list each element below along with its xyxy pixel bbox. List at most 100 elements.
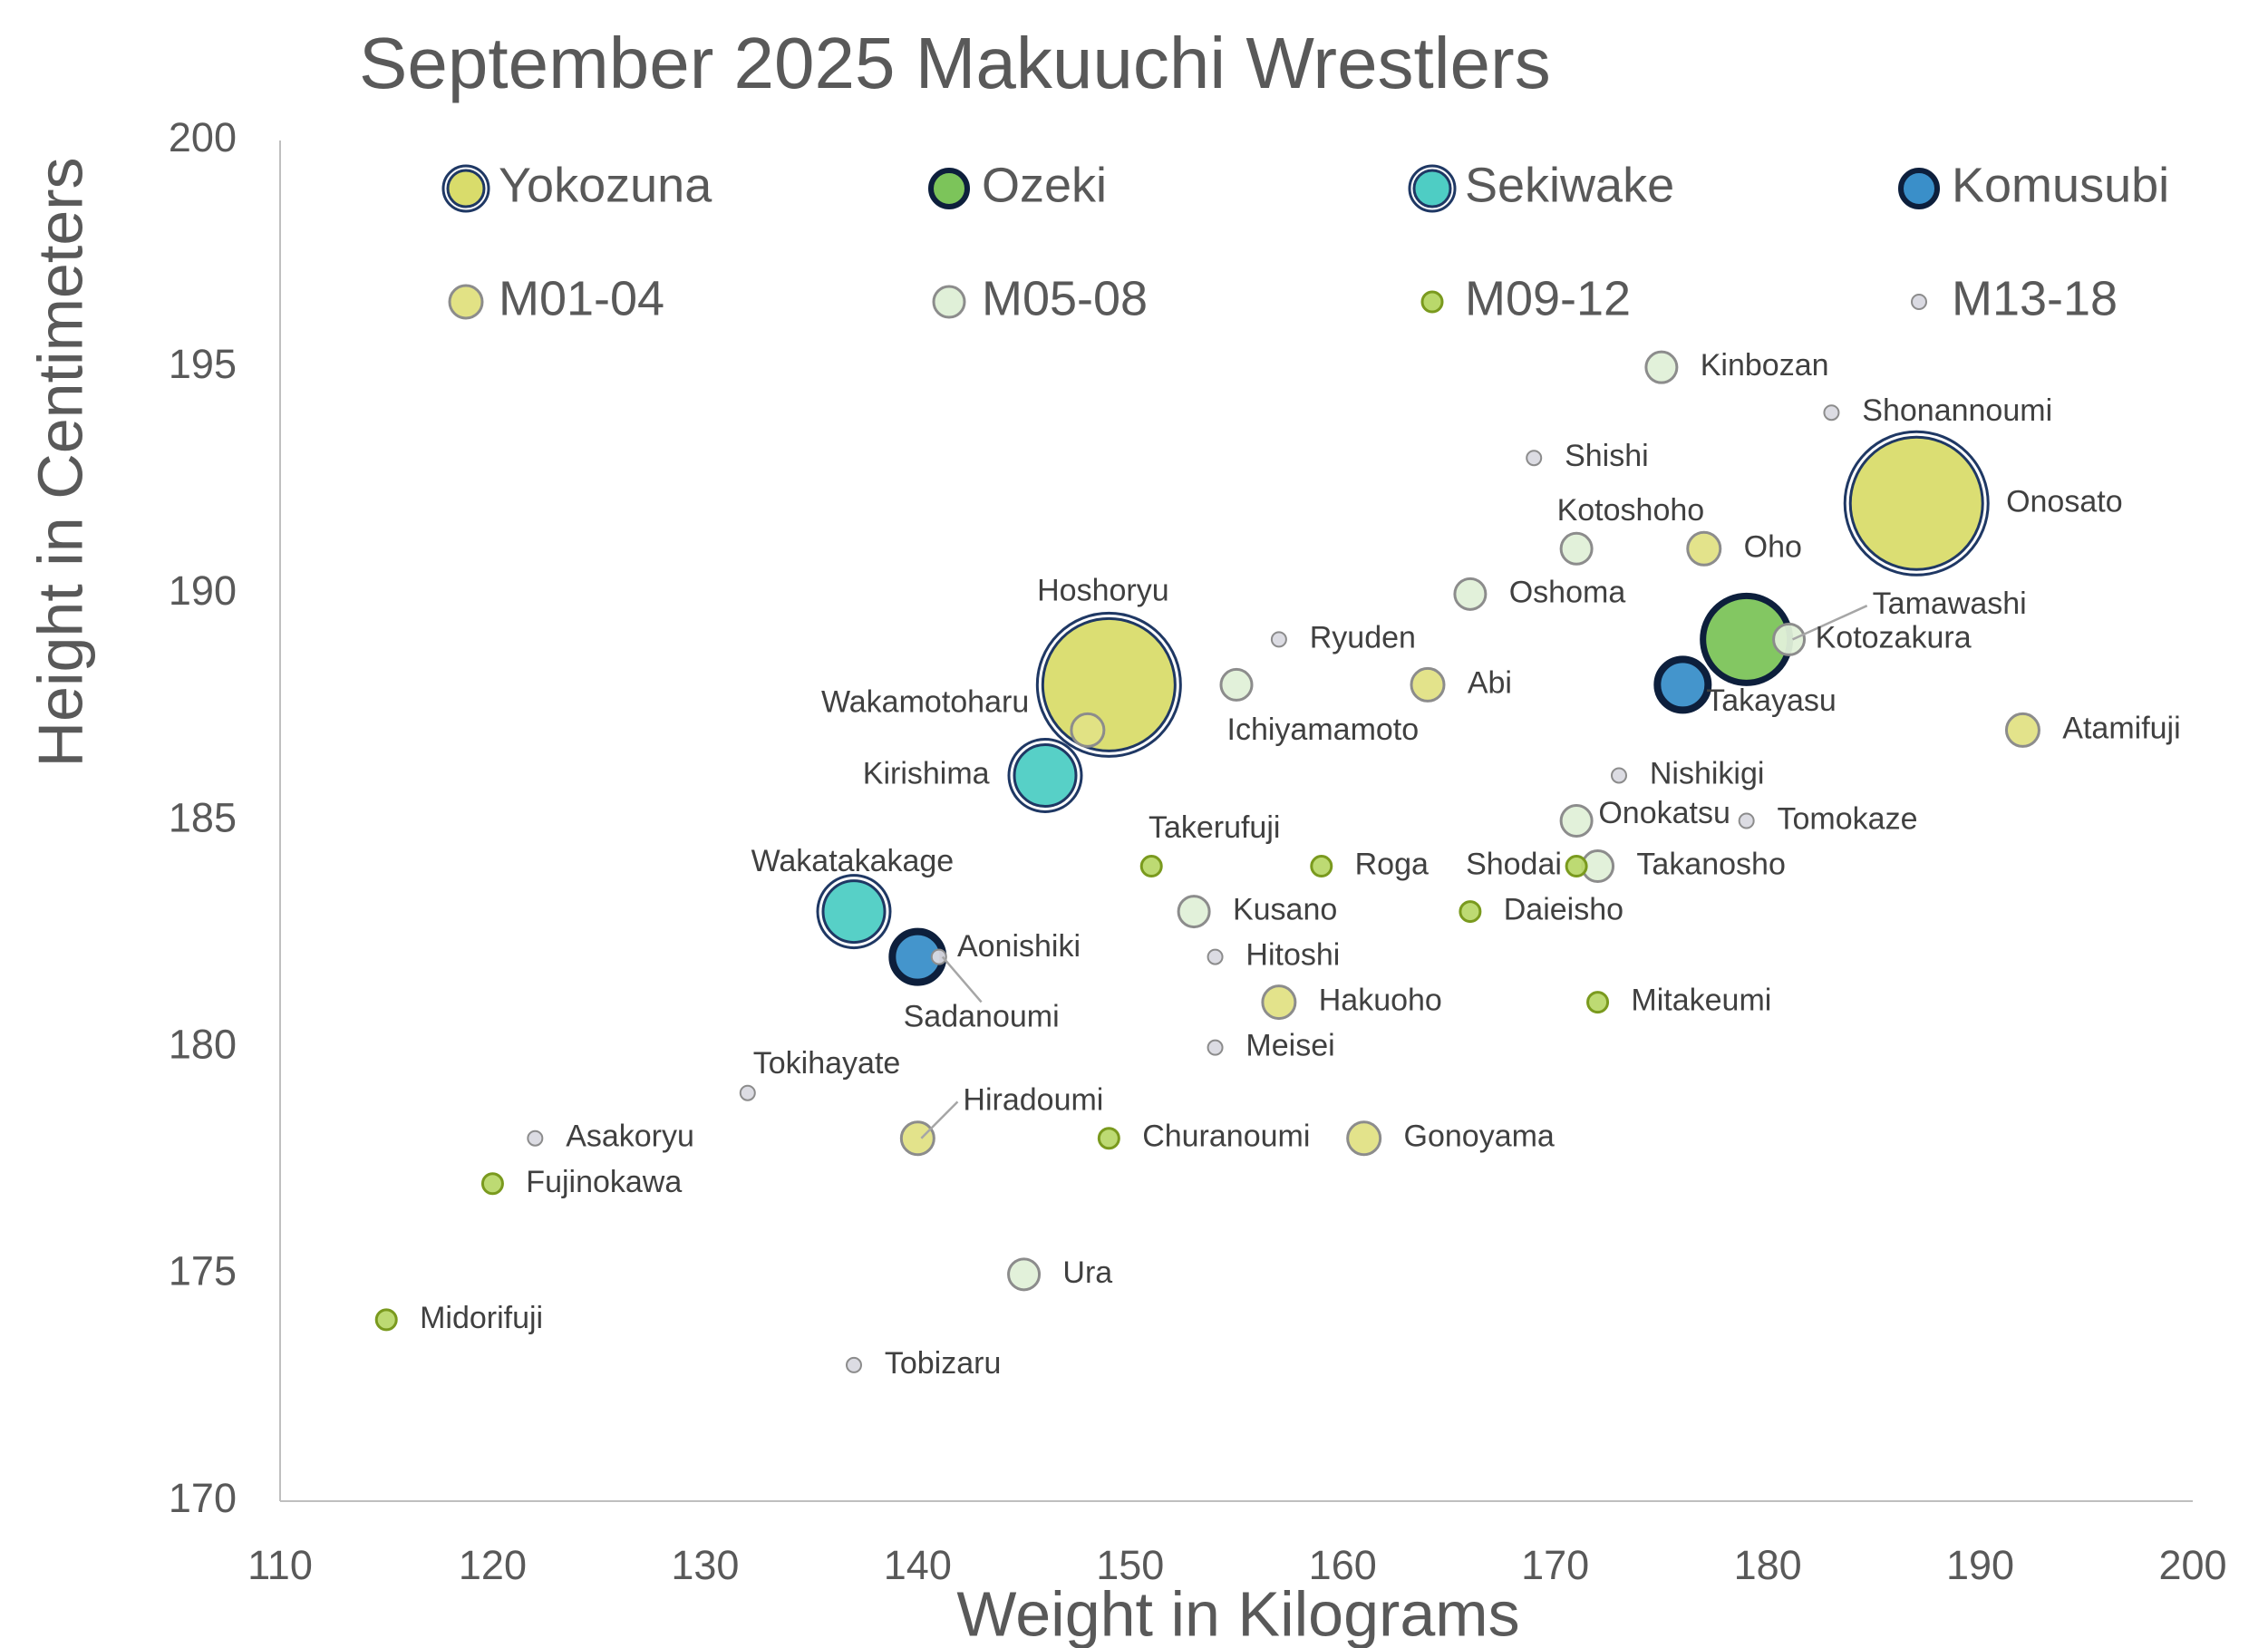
- x-tick-label: 170: [1521, 1542, 1589, 1588]
- y-tick-label: 195: [169, 341, 237, 387]
- legend-marker: [1412, 169, 1452, 208]
- point-label: Abi: [1468, 665, 1512, 700]
- legend-marker: [928, 168, 970, 209]
- point-label: Shonannoumi: [1862, 393, 2052, 428]
- bubble-ring: [1007, 737, 1083, 813]
- point-label: Shishi: [1565, 439, 1649, 473]
- bubble: [1586, 991, 1610, 1014]
- point-label: Kirishima: [863, 756, 990, 790]
- bubble: [1559, 531, 1594, 566]
- bubble: [1261, 984, 1297, 1021]
- bubble: [1526, 450, 1543, 467]
- bubble: [1013, 742, 1078, 808]
- point-label: Tomokaze: [1778, 801, 1918, 836]
- x-tick-label: 200: [2158, 1542, 2226, 1588]
- point-label: Tokihayate: [753, 1046, 901, 1081]
- x-tick-label: 110: [247, 1542, 313, 1588]
- legend-marker: [446, 169, 486, 208]
- bubble-ring: [816, 874, 892, 950]
- bubble: [1772, 622, 1807, 656]
- legend-label: Ozeki: [982, 158, 1107, 212]
- point-label: Churanoumi: [1142, 1120, 1310, 1154]
- point-label: Hakuoho: [1319, 984, 1442, 1018]
- legend-label: Yokozuna: [499, 158, 712, 212]
- y-tick-label: 185: [169, 794, 237, 840]
- point-label: Daieisho: [1504, 893, 1623, 927]
- point-label: Wakamotoharu: [821, 684, 1029, 719]
- legend-label: M13-18: [1952, 271, 2118, 325]
- point-label: Ichiyamamoto: [1227, 713, 1420, 747]
- bubble: [1453, 577, 1488, 611]
- y-tick-label: 190: [169, 567, 237, 614]
- point-label: Hitoshi: [1245, 938, 1340, 973]
- x-tick-label: 130: [671, 1542, 739, 1588]
- point-label: Fujinokawa: [526, 1165, 682, 1199]
- point-label: Midorifuji: [420, 1301, 543, 1335]
- bubble: [1070, 712, 1106, 748]
- y-tick-label: 175: [169, 1248, 237, 1294]
- bubble: [1310, 855, 1333, 878]
- x-tick-label: 180: [1734, 1542, 1802, 1588]
- bubble: [1559, 804, 1594, 838]
- y-tick-label: 170: [169, 1475, 237, 1521]
- legend-label: M05-08: [982, 271, 1148, 325]
- x-tick-label: 190: [1946, 1542, 2014, 1588]
- x-tick-label: 140: [884, 1542, 952, 1588]
- leader-line: [920, 1100, 959, 1139]
- point-label: Onokatsu: [1598, 796, 1730, 830]
- bubble: [527, 1129, 544, 1147]
- bubble: [1410, 666, 1446, 703]
- point-label: Gonoyama: [1404, 1120, 1555, 1154]
- legend-ring: [1408, 164, 1457, 213]
- bubble: [1041, 616, 1177, 752]
- bubble: [480, 1172, 504, 1196]
- point-label: Oho: [1744, 529, 1802, 564]
- bubble: [899, 1120, 935, 1157]
- y-axis-title: Height in Centimeters: [24, 157, 95, 767]
- bubble: [1097, 1127, 1120, 1150]
- legend-ring: [441, 164, 490, 213]
- x-tick-label: 150: [1096, 1542, 1164, 1588]
- point-label: Onosato: [2006, 484, 2123, 519]
- point-label: Kotoshoho: [1557, 493, 1705, 528]
- bubble: [1686, 530, 1722, 567]
- bubble-ring: [1035, 611, 1182, 758]
- bubble: [1565, 855, 1588, 878]
- point-label: Kinbozan: [1701, 348, 1829, 383]
- legend-marker: [1420, 290, 1444, 314]
- legend-marker: [932, 285, 966, 319]
- x-tick-label: 120: [459, 1542, 527, 1588]
- legend-marker: [448, 284, 484, 320]
- bubble: [1219, 667, 1254, 702]
- legend-label: M09-12: [1465, 271, 1631, 325]
- chart-title: September 2025 Makuuchi Wrestlers: [359, 23, 1551, 103]
- bubble: [1207, 948, 1224, 965]
- bubble: [1848, 435, 1984, 571]
- bubble: [739, 1084, 756, 1101]
- bubble-ring: [1843, 430, 1990, 577]
- bubble: [2004, 712, 2040, 748]
- x-tick-label: 160: [1309, 1542, 1377, 1588]
- point-label: Ura: [1062, 1255, 1112, 1290]
- x-axis-title: Weight in Kilograms: [956, 1578, 1519, 1648]
- bubble: [1459, 900, 1482, 924]
- bubble: [1738, 812, 1755, 829]
- legend-marker: [1898, 168, 1940, 209]
- y-tick-label: 200: [169, 114, 237, 160]
- bubble: [821, 879, 887, 945]
- point-label: Shodai: [1466, 848, 1562, 882]
- point-label: Wakatakakage: [751, 844, 955, 878]
- point-label: Kusano: [1233, 893, 1337, 927]
- point-label: Takerufuji: [1149, 810, 1281, 845]
- bubble: [1346, 1120, 1382, 1157]
- y-tick-label: 180: [169, 1022, 237, 1068]
- point-label: Aonishiki: [957, 929, 1081, 964]
- point-label: Tobizaru: [885, 1346, 1002, 1381]
- point-label: Ryuden: [1310, 620, 1416, 654]
- bubble: [1177, 895, 1211, 929]
- bubble: [374, 1308, 398, 1332]
- bubble: [1007, 1257, 1042, 1292]
- bubble: [1823, 404, 1840, 422]
- point-label: Takanosho: [1636, 848, 1785, 882]
